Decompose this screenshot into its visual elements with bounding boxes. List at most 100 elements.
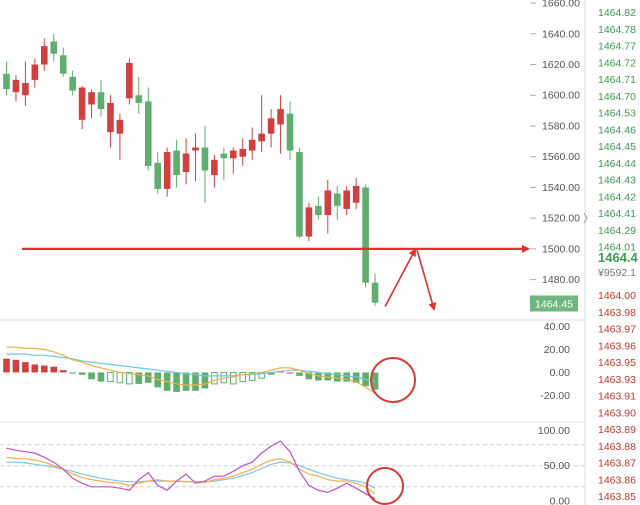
candle-body — [135, 95, 143, 103]
macd-histogram-bar — [135, 372, 143, 384]
ask-price: 1463.95 — [598, 357, 636, 369]
macd-histogram-bar — [230, 371, 237, 385]
candle-body — [324, 190, 332, 216]
candle-body — [192, 147, 199, 151]
candle-body — [230, 150, 237, 159]
macd-histogram-bar — [107, 371, 114, 383]
drop-arrow — [416, 249, 437, 311]
bid-price: 1464.43 — [598, 175, 636, 187]
candle-body — [315, 205, 322, 216]
macd-histogram-bar — [211, 371, 218, 385]
macd-histogram-bar — [201, 372, 209, 389]
candle-body — [239, 149, 247, 157]
macd-histogram-bar — [296, 372, 303, 376]
price-tick-label: 1580.00 — [542, 120, 580, 132]
candle-body — [154, 162, 161, 189]
candle-body — [248, 139, 256, 151]
macd-histogram-bar — [126, 371, 133, 385]
candle-body — [107, 102, 114, 133]
candle-body — [69, 76, 76, 91]
kdj-tick-label: 100.00 — [538, 425, 570, 437]
macd-histogram-bar — [248, 371, 256, 381]
bid-price: 1464.29 — [598, 225, 636, 237]
macd-histogram-bar — [305, 372, 313, 380]
price-tick-label: 1620.00 — [542, 59, 580, 71]
candle-body — [201, 147, 209, 171]
bid-price: 1464.71 — [598, 74, 636, 86]
macd-histogram-bar — [78, 372, 86, 375]
bid-price: 1464.44 — [598, 158, 636, 170]
macd-histogram-bar — [239, 371, 247, 383]
kdj-tick-label: 0.00 — [550, 495, 571, 505]
macd-histogram-bar — [3, 358, 10, 373]
price-tick-label: 1520.00 — [542, 213, 580, 225]
macd-histogram-bar — [97, 372, 105, 382]
price-tick-label: 1480.00 — [542, 274, 580, 286]
candle-body — [220, 153, 228, 159]
price-tick-label: 1660.00 — [542, 0, 580, 10]
candle-body — [22, 82, 29, 96]
macd-histogram-bar — [116, 371, 124, 384]
macd-histogram-bar — [59, 370, 67, 373]
bid-price: 1464.01 — [598, 242, 636, 254]
bid-price: 1464.53 — [598, 108, 636, 120]
candle-body — [343, 190, 350, 209]
macd-histogram-bar — [50, 366, 58, 373]
bid-price: 1464.70 — [598, 91, 636, 103]
candle-body — [88, 92, 95, 105]
bid-price: 1464.45 — [598, 141, 636, 153]
candle-body — [211, 159, 218, 176]
ask-price: 1463.85 — [598, 491, 636, 503]
candle-body — [116, 119, 124, 134]
bid-price: 1464.41 — [598, 208, 636, 220]
macd-histogram-bar — [333, 372, 341, 382]
macd-histogram-bar — [41, 365, 48, 373]
macd-tick-label: 20.00 — [544, 344, 570, 356]
candle-body — [277, 109, 284, 125]
current-price: 1464.4 — [598, 250, 639, 265]
candle-body — [371, 282, 379, 303]
ask-price: 1463.97 — [598, 324, 636, 336]
bid-price: 1464.78 — [598, 24, 636, 36]
ask-price: 1463.93 — [598, 374, 636, 386]
order-book: 1464.82 1464.78 1464.77 1464.72 1464.71 1464.… — [597, 7, 639, 503]
ask-price: 1463.98 — [598, 307, 636, 319]
current-volume: ¥9592.1 — [597, 267, 636, 279]
candle-body — [12, 79, 20, 93]
price-tick-label: 1560.00 — [542, 151, 580, 163]
candle-body — [352, 185, 360, 203]
bid-price: 1464.42 — [598, 191, 636, 203]
kdj-highlight-circle — [366, 467, 404, 505]
macd-histogram-bar — [12, 359, 20, 373]
macd-histogram-bar — [173, 372, 180, 392]
macd-histogram-bar — [144, 372, 152, 383]
bid-price: 1464.82 — [598, 7, 636, 19]
candle-body — [362, 187, 369, 283]
macd-tick-label: -20.00 — [540, 390, 570, 402]
macd-histogram-bar — [88, 372, 95, 380]
panel-collapse-icon — [583, 212, 588, 224]
kdj-k-line — [6, 456, 376, 495]
candle-body — [3, 73, 10, 90]
candle-body — [59, 55, 67, 74]
candle-body — [305, 207, 313, 237]
ask-price: 1463.96 — [598, 340, 636, 352]
candle-body — [97, 92, 105, 110]
ask-price: 1463.91 — [598, 391, 636, 403]
price-axis: 1660.00 1640.00 1620.00 1600.00 1580.00 1560.… — [530, 0, 588, 505]
ask-price: 1463.89 — [598, 424, 636, 436]
candle-body — [144, 101, 152, 166]
candle-body — [333, 193, 341, 206]
macd-histogram-bar — [192, 372, 199, 391]
rebound-arrow — [384, 248, 416, 308]
bid-price: 1464.72 — [598, 57, 636, 69]
candle-body — [267, 118, 275, 134]
macd-histogram-bar — [267, 372, 275, 375]
candle-body — [286, 113, 294, 151]
ask-price: 1463.86 — [598, 474, 636, 486]
candle-body — [31, 64, 39, 80]
bid-price: 1464.46 — [598, 124, 636, 136]
macd-histogram-bar — [182, 372, 190, 391]
candle-body — [173, 150, 180, 176]
